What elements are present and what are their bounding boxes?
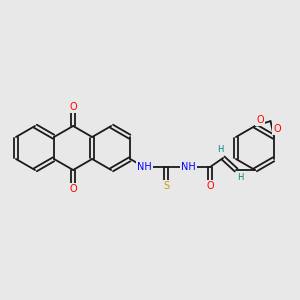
Text: O: O [274, 124, 281, 134]
Text: H: H [237, 173, 243, 182]
Text: O: O [69, 184, 77, 194]
Text: O: O [206, 181, 214, 191]
Text: NH: NH [181, 162, 196, 172]
Text: NH: NH [137, 162, 152, 172]
Text: O: O [256, 115, 264, 125]
Text: O: O [69, 102, 77, 112]
Text: H: H [217, 146, 223, 154]
Text: S: S [163, 181, 169, 191]
